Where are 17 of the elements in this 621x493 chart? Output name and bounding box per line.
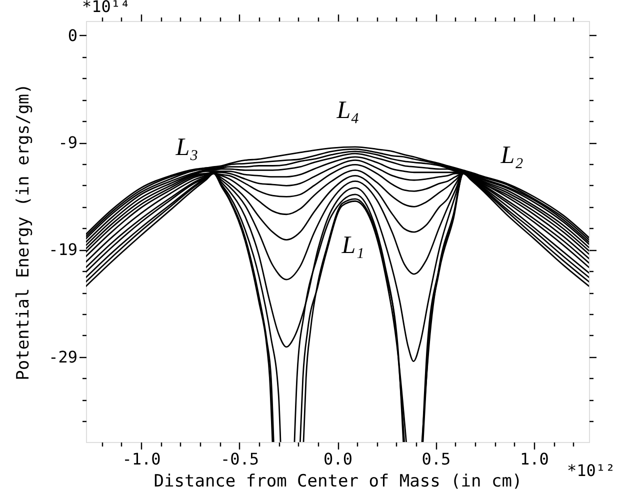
y-tick-label: -19 — [48, 240, 78, 260]
x-axis-title: Distance from Center of Mass (in cm) — [154, 472, 522, 492]
y-tick-label: 0 — [68, 26, 78, 45]
y-axis-title: Potential Energy (in ergs/gm) — [14, 84, 34, 380]
annotation: L₄ — [336, 97, 360, 124]
text: *10¹² — [567, 461, 616, 480]
annotation: L₁ — [340, 232, 364, 259]
x-tick-label: 0.0 — [324, 450, 352, 468]
y-tick-label: -29 — [48, 347, 78, 366]
x-tick-label: -0.5 — [220, 450, 260, 468]
text: *10¹⁴ — [82, 0, 130, 16]
y-tick-label: -9 — [58, 133, 78, 152]
x-tick-label: 0.5 — [422, 450, 451, 468]
annotation: L₃ — [174, 134, 198, 161]
x-tick-label: -1.0 — [122, 450, 161, 468]
x-tick-label: 1.0 — [520, 450, 549, 468]
annotation: L₂ — [500, 142, 524, 169]
